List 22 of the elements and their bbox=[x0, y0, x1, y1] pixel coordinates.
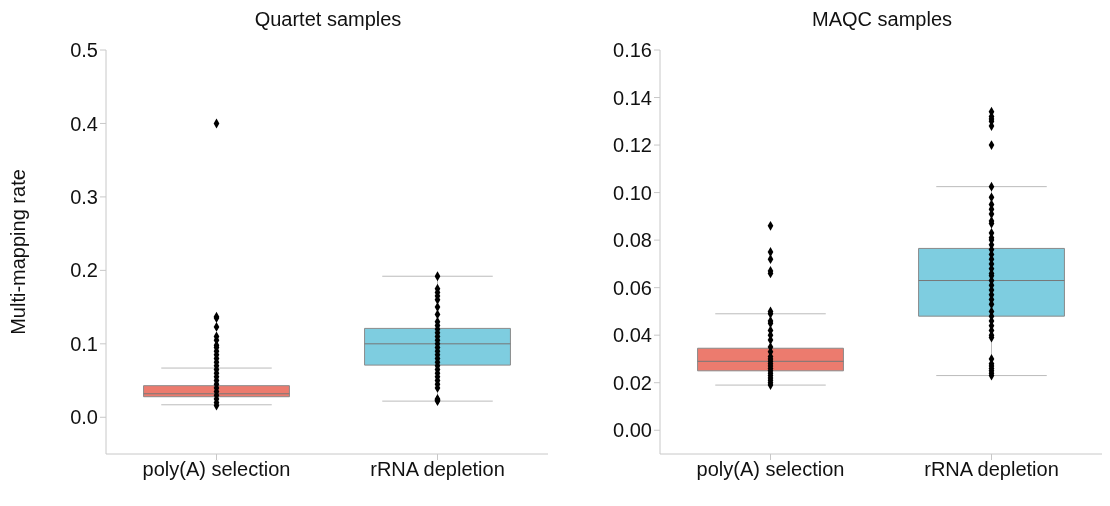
y-tick-label: 0.14 bbox=[613, 86, 652, 109]
y-tick-label: 0.1 bbox=[70, 332, 98, 355]
y-tick-label: 0.08 bbox=[613, 229, 652, 252]
y-tick-label: 0.3 bbox=[70, 186, 98, 209]
y-tick-label: 0.16 bbox=[613, 39, 652, 62]
chart-title: Quartet samples bbox=[253, 8, 403, 32]
x-tick-label: poly(A) selection bbox=[142, 458, 291, 481]
y-tick-label: 0.04 bbox=[613, 324, 652, 347]
y-tick-label: 0.12 bbox=[613, 134, 652, 157]
chart-title: MAQC samples bbox=[811, 8, 953, 32]
y-tick-label: 0.4 bbox=[70, 112, 98, 135]
y-tick-label: 0.02 bbox=[613, 371, 652, 394]
y-tick-label: 0.5 bbox=[70, 39, 98, 62]
y-tick-label: 0.0 bbox=[70, 406, 98, 429]
y-tick-label: 0.10 bbox=[613, 181, 652, 204]
x-tick-label: rRNA depletion bbox=[924, 458, 1059, 481]
x-tick-label: rRNA depletion bbox=[370, 458, 505, 481]
y-axis-title: Multi-mapping rate bbox=[7, 169, 30, 335]
x-tick-label: poly(A) selection bbox=[696, 458, 845, 481]
y-tick-label: 0.00 bbox=[613, 419, 652, 442]
y-tick-label: 0.06 bbox=[613, 276, 652, 299]
y-tick-label: 0.2 bbox=[70, 259, 98, 282]
